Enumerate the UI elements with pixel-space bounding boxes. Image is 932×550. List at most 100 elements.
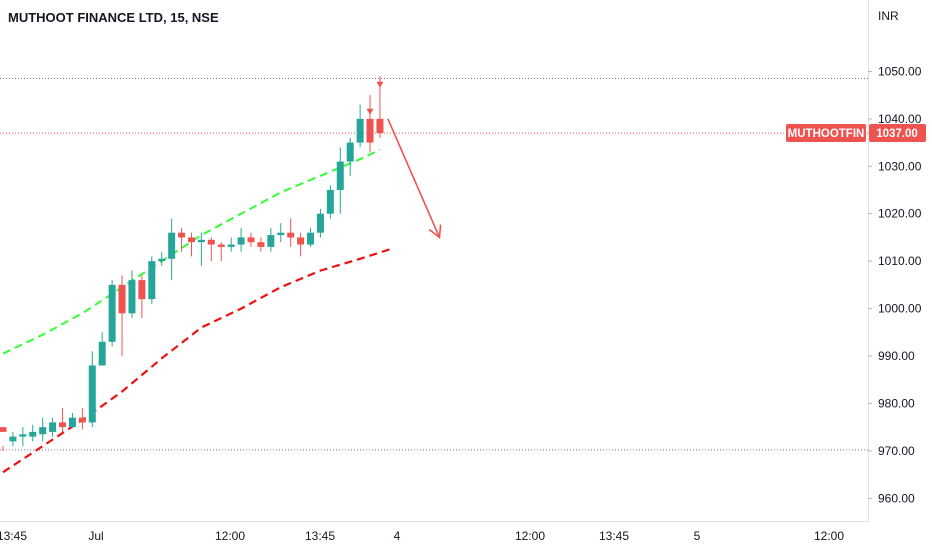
candle-34 <box>336 147 344 214</box>
candle-3 <box>29 424 37 442</box>
candle-body-7 <box>68 417 76 428</box>
candle-body-33 <box>326 190 334 214</box>
candle-11 <box>108 280 116 347</box>
candle-35 <box>346 137 354 176</box>
y-tick-label-6: 1020.00 <box>878 207 922 221</box>
candle-23 <box>227 237 235 252</box>
candle-31 <box>307 227 315 247</box>
x-tick-label-5: 12:00 <box>515 529 545 543</box>
price-badge-symbol-bg <box>786 124 866 142</box>
candle-2 <box>19 427 27 447</box>
candle-6 <box>59 408 67 432</box>
candle-body-28 <box>277 232 285 236</box>
signal-marker-0 <box>366 108 374 115</box>
x-tick-label-7: 5 <box>694 529 701 543</box>
price-badge: MUTHOOTFIN 1037.00 <box>786 124 926 142</box>
candle-5 <box>49 417 57 437</box>
candle-body-15 <box>148 261 156 300</box>
candle-body-35 <box>346 142 354 162</box>
y-tick-label-2: 980.00 <box>878 396 915 410</box>
y-tick-label-9: 1050.00 <box>878 64 922 78</box>
candle-body-16 <box>158 258 166 262</box>
x-tick-label-6: 13:45 <box>599 529 629 543</box>
price-badge-value-bg <box>869 124 926 142</box>
candle-body-32 <box>316 213 324 233</box>
candle-body-27 <box>267 235 275 247</box>
candle-21 <box>207 237 215 262</box>
candle-14 <box>138 275 146 319</box>
lower-band-line <box>2 248 391 474</box>
candle-20 <box>197 232 205 266</box>
candle-body-24 <box>237 237 245 245</box>
candle-10 <box>98 332 106 366</box>
candle-15 <box>148 256 156 304</box>
candle-body-13 <box>128 280 136 314</box>
candle-30 <box>297 232 305 257</box>
candle-16 <box>158 251 166 266</box>
candle-body-3 <box>29 431 37 437</box>
upper-band-line <box>2 148 381 355</box>
candle-body-4 <box>39 427 47 435</box>
candle-13 <box>128 270 136 319</box>
candle-body-30 <box>297 237 305 245</box>
candle-body-2 <box>19 434 27 437</box>
x-tick-label-0: 13:45 <box>0 529 27 543</box>
candle-7 <box>68 412 76 428</box>
candle-body-14 <box>138 280 146 300</box>
time-axis[interactable]: 13:45 Jul 12:00 13:45 4 12:00 13:45 5 12:00 <box>0 529 844 543</box>
candle-0 <box>0 427 7 451</box>
candle-19 <box>187 232 195 257</box>
candle-1 <box>9 431 17 447</box>
candle-body-0 <box>0 427 7 432</box>
candle-body-34 <box>336 161 344 190</box>
candle-28 <box>277 223 285 243</box>
x-tick-label-4: 4 <box>394 529 401 543</box>
x-tick-label-8: 12:00 <box>814 529 844 543</box>
currency-label: INR <box>878 9 899 23</box>
horizontal-lines <box>0 78 868 451</box>
candle-26 <box>257 237 265 252</box>
candle-18 <box>178 227 186 252</box>
candle-body-36 <box>356 118 364 143</box>
x-tick-label-1: Jul <box>88 529 103 543</box>
candle-body-9 <box>88 365 96 423</box>
candle-body-1 <box>9 436 17 442</box>
x-tick-label-2: 12:00 <box>215 529 245 543</box>
candle-body-26 <box>257 242 265 247</box>
price-badge-symbol: MUTHOOTFIN <box>788 128 865 140</box>
candle-body-29 <box>287 232 295 238</box>
candle-body-19 <box>187 237 195 243</box>
overlays <box>366 81 442 239</box>
y-tick-label-8: 1040.00 <box>878 112 922 126</box>
candle-body-38 <box>376 118 384 134</box>
candle-body-5 <box>49 422 57 432</box>
candle-body-25 <box>247 237 255 243</box>
candle-33 <box>326 185 334 219</box>
candle-37 <box>366 95 374 153</box>
candle-body-6 <box>59 422 67 428</box>
price-axis[interactable]: 960.00 970.00 980.00 990.00 1000.00 1010.00 10… <box>868 64 922 505</box>
candle-24 <box>237 227 245 252</box>
candle-27 <box>267 227 275 252</box>
y-tick-label-5: 1010.00 <box>878 254 922 268</box>
y-tick-label-3: 990.00 <box>878 349 915 363</box>
candle-12 <box>118 275 126 356</box>
candle-36 <box>356 104 364 148</box>
price-badge-value: 1037.00 <box>876 128 918 140</box>
y-tick-label-0: 960.00 <box>878 491 915 505</box>
candle-body-12 <box>118 284 126 314</box>
candle-body-21 <box>207 239 215 245</box>
candle-body-22 <box>217 244 225 247</box>
arrow-shaft <box>387 118 441 238</box>
candle-body-31 <box>307 232 315 245</box>
signal-marker-1 <box>376 81 384 88</box>
candle-body-8 <box>78 417 86 423</box>
candle-17 <box>168 218 176 281</box>
chart-title: MUTHOOT FINANCE LTD, 15, NSE <box>8 10 219 25</box>
candle-body-11 <box>108 284 116 342</box>
candle-body-37 <box>366 118 374 143</box>
candle-32 <box>316 208 324 238</box>
candle-8 <box>78 408 86 430</box>
